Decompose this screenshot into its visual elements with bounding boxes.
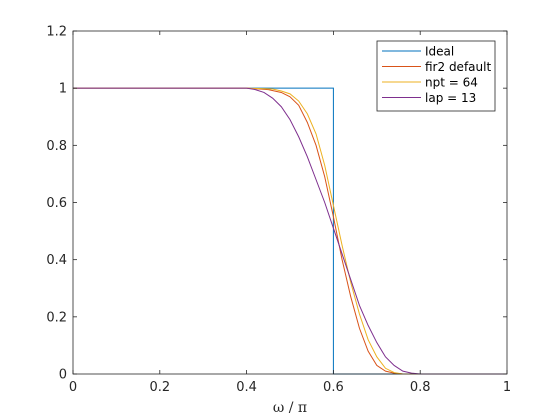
- series-line-3: [73, 87, 507, 375]
- x-tick-label: 0: [69, 380, 77, 395]
- y-tick-label: 0.4: [46, 253, 67, 268]
- y-tick-label: 1.2: [46, 25, 67, 40]
- x-tick-label: 0.6: [323, 380, 344, 395]
- x-tick-label: 0.4: [236, 380, 257, 395]
- x-tick-label: 0.2: [149, 380, 170, 395]
- axes-layer: 0 0.2 0.4 0.6 0.8 1 0 0.2 0.4 0.6 0.8 1 1.2: [46, 25, 511, 396]
- legend-box: [376, 40, 496, 112]
- legend-entry-label: npt = 64: [425, 75, 478, 89]
- y-tick-label: 1: [59, 82, 67, 97]
- y-tick-label: 0.6: [46, 196, 67, 211]
- legend-entry-label: Ideal: [425, 44, 454, 58]
- x-tick-label: 1: [503, 380, 511, 395]
- y-tick-label: 0.8: [46, 139, 67, 154]
- legend-entry-label: lap = 13: [425, 91, 476, 105]
- y-tick-label: 0: [59, 368, 67, 383]
- x-tick-label: 0.8: [410, 380, 431, 395]
- y-tick-label: 0.2: [46, 310, 67, 325]
- x-axis-title: ω / π: [273, 400, 307, 416]
- legend-entry-label: fir2 default: [425, 60, 491, 74]
